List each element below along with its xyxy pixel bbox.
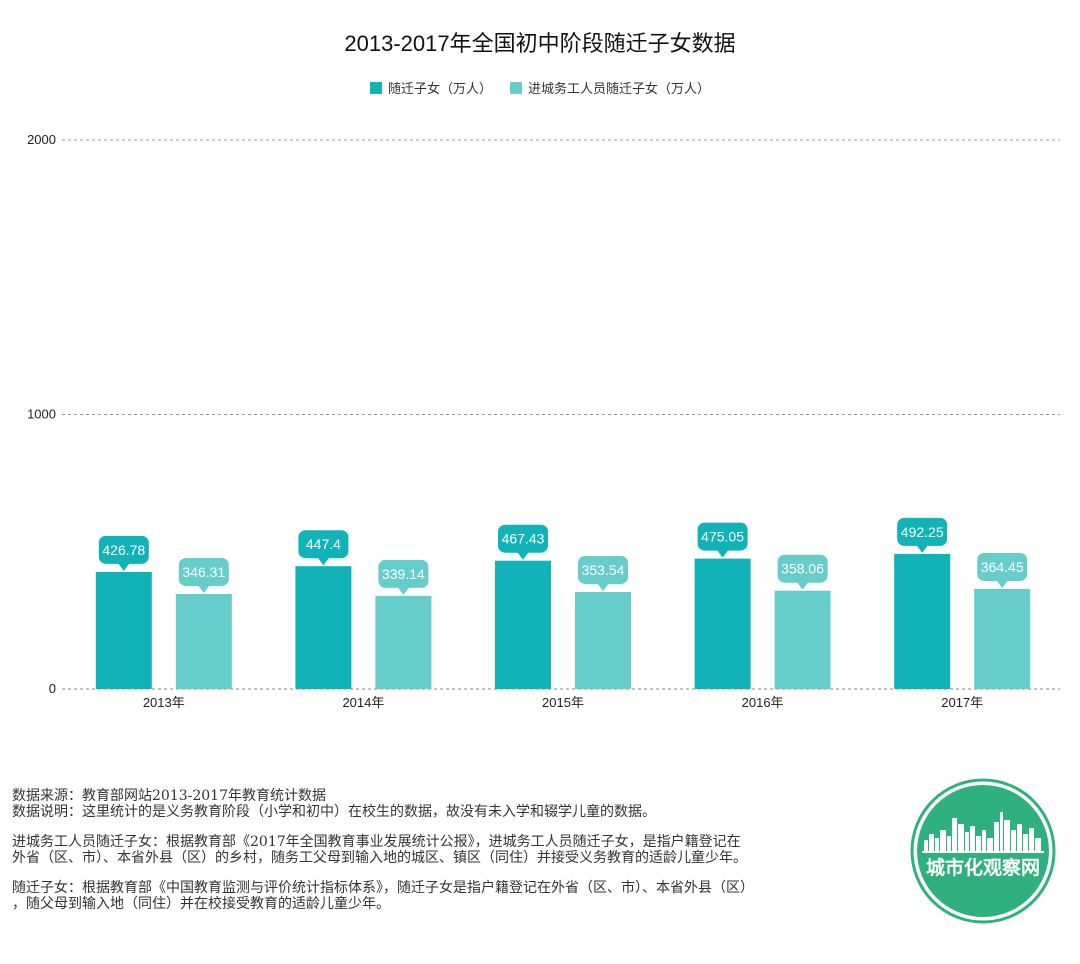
definition-migrant-children: 随迁子女：根据教育部《中国教育监测与评价统计指标体系》，随迁子女是指户籍登记在外… [12,880,892,912]
bar-2-2016年[interactable] [774,590,831,689]
y-tick-label: 0 [49,681,56,696]
data-label-pointer [397,586,410,595]
logo-text: 城市化观察网 [926,856,1040,879]
bar-2-2015年[interactable] [575,591,631,689]
bar-2-2017年[interactable] [974,588,1031,689]
x-tick-label: 2015年 [542,695,584,710]
x-tick-label: 2014年 [342,695,384,710]
data-label: 364.45 [981,559,1024,575]
legend: 随迁子女（万人） 进城务工人员随迁子女（万人） [0,78,1080,97]
data-label: 492.25 [901,524,944,540]
data-source-text: 数据来源：教育部网站2013-2017年教育统计数据 [12,788,326,804]
data-label: 475.05 [701,529,744,545]
definition-migrant-worker-children: 进城务工人员随迁子女：根据教育部《2017年全国教育事业发展统计公报》，进城务工… [12,834,892,866]
legend-swatch-series2 [510,81,522,94]
data-label-bubble [578,555,628,584]
chart-title: 2013-2017年全国初中阶段随迁子女数据 [344,31,736,56]
site-logo: 城市化观察网 [910,778,1056,924]
definition-2-line-1: 随迁子女：根据教育部《中国教育监测与评价统计指标体系》，随迁子女是指户籍登记在外… [12,880,754,896]
data-label-pointer [317,557,330,566]
label-layer: 2013年 426.78 346.31 2014年 447.4 339.14 2015年 46… [98,517,1028,710]
bar-1-2017年[interactable] [894,553,951,689]
bar-1-2013年[interactable] [95,571,152,689]
bar-1-2015年[interactable] [495,560,551,689]
bar-2-2014年[interactable] [375,595,432,689]
data-label-pointer [117,562,130,571]
x-tick-label: 2016年 [742,695,784,710]
y-tick-label: 2000 [27,132,56,147]
data-label-bubble [98,535,149,564]
bar-1-2016年[interactable] [694,558,751,689]
data-label-bubble [178,557,229,586]
data-explanation-text: 数据说明：这里统计的是义务教育阶段（小学和初中）在校生的数据，故没有未入学和辍学… [12,804,656,820]
y-tick-label: 1000 [27,407,56,422]
legend-swatch-series1 [369,81,382,94]
data-label-bubble [498,524,548,553]
definition-1-line-1: 进城务工人员随迁子女：根据教育部《2017年全国教育事业发展统计公报》，进城务工… [12,834,741,850]
data-label: 339.14 [382,566,425,582]
data-label-bubble [378,559,429,588]
data-label-bubble [897,517,948,546]
data-label: 353.54 [582,562,625,578]
legend-item-series1[interactable]: 随迁子女（万人） [369,78,492,97]
data-label-pointer [796,581,809,590]
data-label-bubble [977,552,1028,581]
bar-2-2013年[interactable] [175,593,232,689]
data-label-pointer [716,549,729,558]
data-label-pointer [597,582,609,591]
data-label-pointer [517,551,529,560]
definition-1-line-2: 外省（区、市）、本省外县（区）的乡村，随务工父母到输入地的城区、镇区（同住）并接… [12,850,747,866]
data-label-pointer [996,579,1009,588]
bar-chart: 0 1000 2000 2013年 426.78 346.31 2014年 447.4 339… [27,132,1060,710]
data-label: 426.78 [102,542,145,558]
notes: 数据来源：教育部网站2013-2017年教育统计数据 数据说明：这里统计的是义务… [12,788,892,926]
data-label-bubble [298,530,349,559]
notes-source-block: 数据来源：教育部网站2013-2017年教育统计数据 数据说明：这里统计的是义务… [12,788,892,820]
definition-2-line-2: ，随父母到输入地（同住）并在校接受教育的适龄儿童少年。 [12,896,390,912]
data-label-bubble [777,554,828,583]
data-label: 447.4 [306,536,341,552]
legend-label-series1: 随迁子女（万人） [387,81,492,96]
bar-1-2014年[interactable] [295,566,352,689]
data-label: 346.31 [182,564,225,580]
x-tick-label: 2017年 [941,695,983,710]
data-label-pointer [916,544,929,553]
data-label: 358.06 [781,561,824,577]
data-label-pointer [197,584,210,593]
legend-label-series2: 进城务工人员随迁子女（万人） [528,81,711,96]
city-skyline-icon [922,812,1044,853]
bar-layer [95,553,1031,689]
legend-item-series2[interactable]: 进城务工人员随迁子女（万人） [510,78,710,97]
grid-layer: 0 1000 2000 [27,132,1060,696]
x-tick-label: 2013年 [143,695,185,710]
data-label: 467.43 [502,531,545,547]
data-label-bubble [697,522,748,551]
